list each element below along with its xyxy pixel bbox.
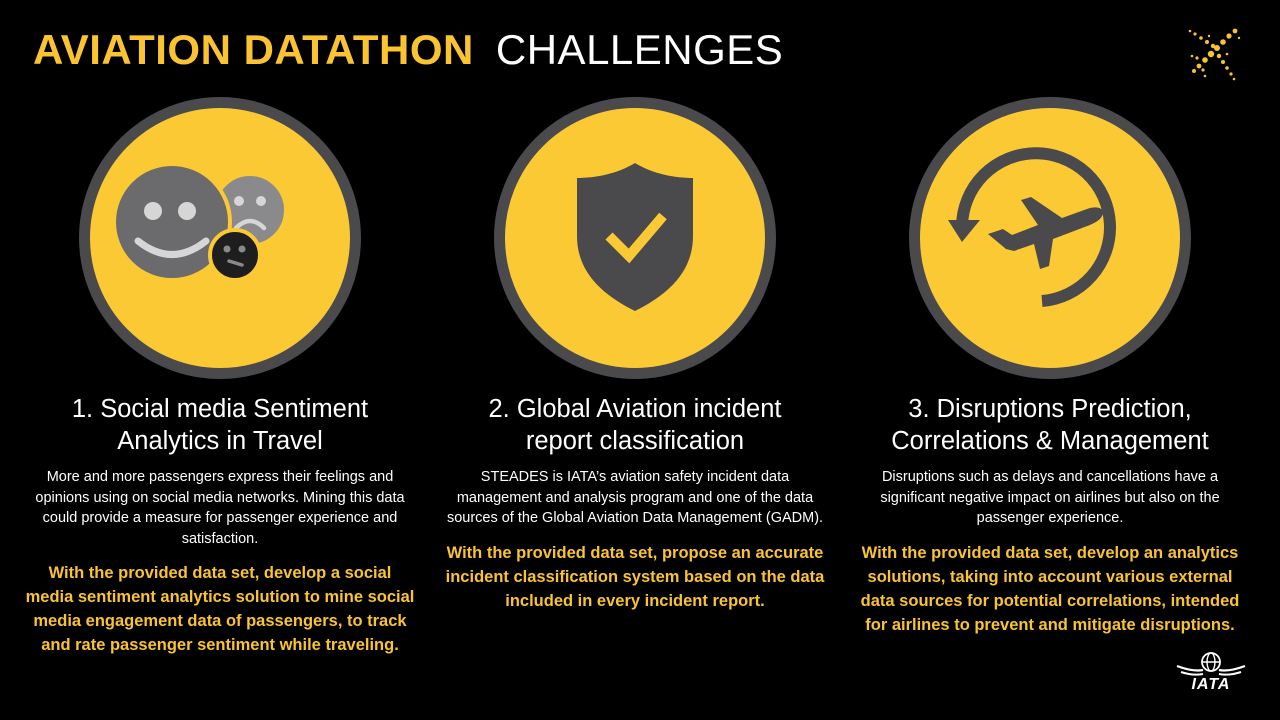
challenge-icon-circle xyxy=(909,97,1191,379)
sentiment-faces-icon xyxy=(112,162,288,282)
challenge-icon-circle xyxy=(494,97,776,379)
challenge-description: Disruptions such as delays and cancellat… xyxy=(880,469,1220,526)
page-title: AVIATION DATATHON CHALLENGES xyxy=(33,26,783,74)
dotted-plane-logo-icon xyxy=(1188,28,1241,81)
challenge-description: STEADES is IATA’s aviation safety incide… xyxy=(446,469,824,526)
challenge-call-to-action: With the provided data set, develop an a… xyxy=(860,543,1240,634)
heading-line: 3. Disruptions Prediction, xyxy=(908,395,1192,423)
challenge-heading: 2. Global Aviation incident report class… xyxy=(440,393,830,457)
heading-line: 2. Global Aviation incident xyxy=(488,395,782,423)
title-primary: AVIATION DATATHON xyxy=(33,26,474,73)
challenge-heading: 1. Social media Sentiment Analytics in T… xyxy=(25,393,415,457)
heading-line: Analytics in Travel xyxy=(117,427,323,455)
challenge-card-3: 3. Disruptions Prediction, Correlations … xyxy=(855,97,1245,637)
challenge-description: More and more passengers express their f… xyxy=(35,469,405,547)
challenge-icon-circle xyxy=(79,97,361,379)
heading-line: report classification xyxy=(525,427,745,455)
plane-disruption-icon xyxy=(948,147,1116,307)
iata-logo-text: IATA xyxy=(1191,676,1231,693)
challenge-heading: 3. Disruptions Prediction, Correlations … xyxy=(855,393,1245,457)
challenge-card-2: 2. Global Aviation incident report class… xyxy=(440,97,830,613)
title-secondary: CHALLENGES xyxy=(495,26,784,73)
challenge-call-to-action: With the provided data set, propose an a… xyxy=(445,543,825,610)
iata-logo-icon xyxy=(1176,652,1246,676)
challenge-call-to-action: With the provided data set, develop a so… xyxy=(25,564,415,654)
challenge-card-1: 1. Social media Sentiment Analytics in T… xyxy=(25,97,415,657)
heading-line: 1. Social media Sentiment xyxy=(71,395,369,423)
heading-line: Correlations & Management xyxy=(891,427,1209,455)
shield-check-icon xyxy=(577,163,693,311)
